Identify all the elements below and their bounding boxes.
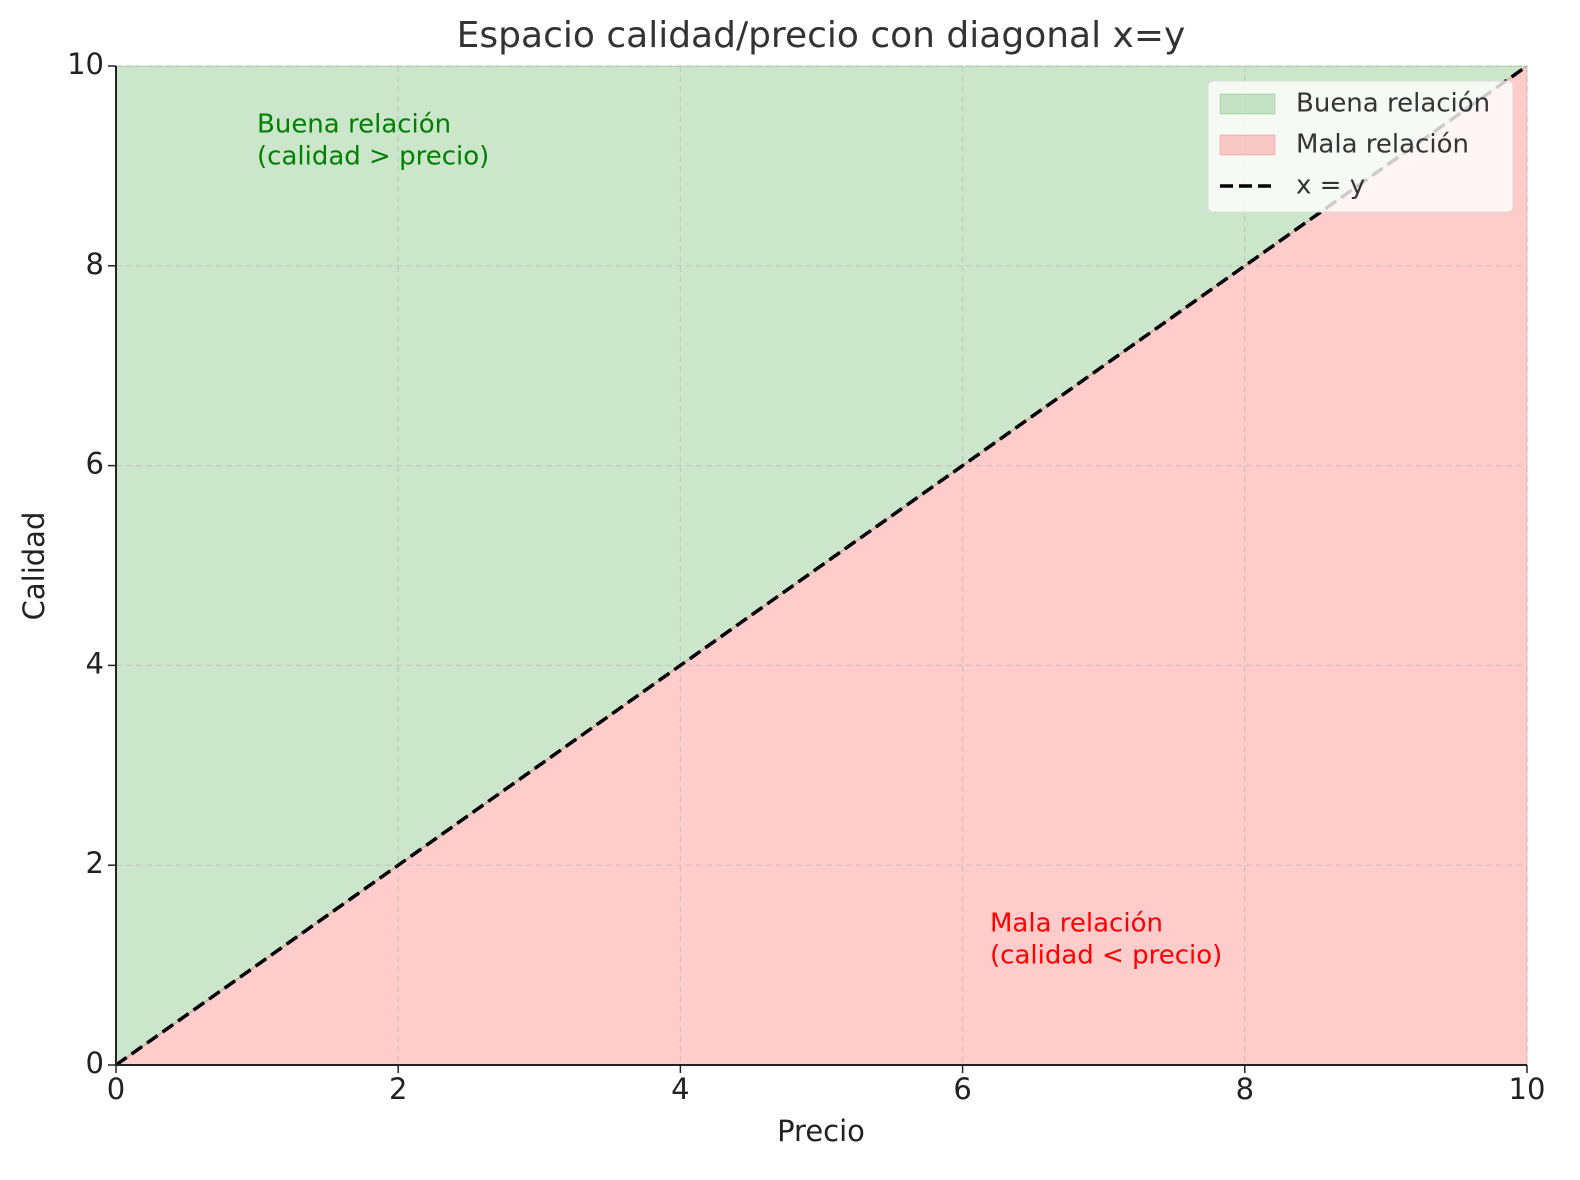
y-tick-label: 8	[86, 247, 104, 281]
chart-title: Espacio calidad/precio con diagonal x=y	[457, 15, 1186, 56]
y-axis-label: Calidad	[17, 512, 51, 621]
legend-label: Mala relación	[1296, 130, 1469, 160]
y-tick-label: 4	[86, 646, 104, 680]
annotation: (calidad > precio)	[257, 142, 489, 172]
legend-swatch	[1219, 134, 1276, 156]
legend-label: x = y	[1296, 171, 1365, 201]
x-tick-label: 6	[953, 1072, 971, 1106]
y-tick-label: 10	[67, 47, 104, 81]
grid	[115, 65, 1528, 1066]
y-tick-label: 0	[86, 1046, 104, 1080]
legend-swatch	[1219, 93, 1276, 115]
annotation: Buena relación	[257, 110, 451, 140]
x-tick-label: 2	[389, 1072, 407, 1106]
annotation: (calidad < precio)	[990, 941, 1222, 971]
x-tick-label: 0	[107, 1072, 125, 1106]
y-tick-label: 2	[86, 846, 104, 880]
annotation: Mala relación	[990, 909, 1163, 939]
x-tick-label: 8	[1236, 1072, 1254, 1106]
x-axis-label: Precio	[777, 1114, 865, 1148]
y-tick-label: 6	[86, 447, 104, 481]
x-tick-label: 4	[671, 1072, 689, 1106]
legend-label: Buena relación	[1296, 89, 1490, 119]
legend-box	[1207, 80, 1514, 213]
diagonal-line	[114, 64, 1529, 1067]
x-tick-label: 10	[1509, 1072, 1546, 1106]
